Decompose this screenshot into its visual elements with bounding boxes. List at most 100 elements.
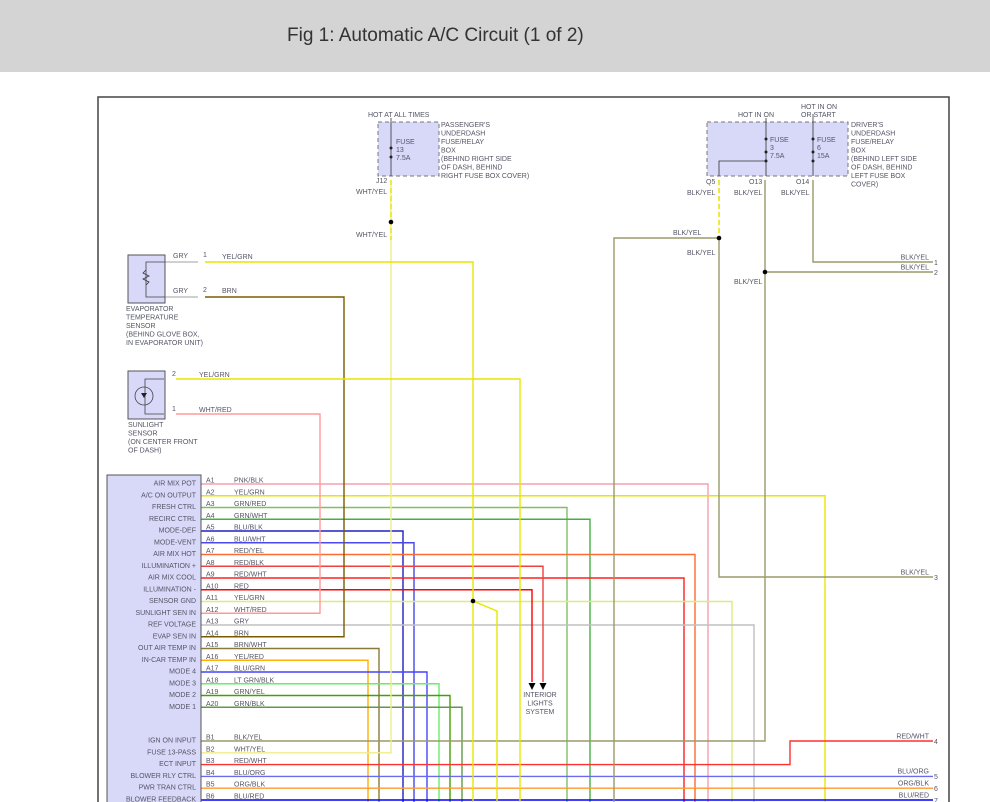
description-line: FUSE/RELAY xyxy=(441,139,484,146)
pin-function-label: AIR MIX COOL xyxy=(148,575,196,582)
wire-label: YEL/GRN xyxy=(199,372,230,379)
terminal-wire-label: BLK/YEL xyxy=(901,570,930,577)
wire-color-label: BLU/BLK xyxy=(234,525,263,532)
description-line: SENSOR xyxy=(128,431,158,438)
pin-function-label: SENSOR GND xyxy=(149,598,196,605)
wire-color-label: RED/BLK xyxy=(234,560,264,567)
wire-a8 xyxy=(201,565,544,682)
description-line: BOX xyxy=(441,148,456,155)
fuse-amperage: 7.5A xyxy=(770,153,785,160)
description-line: COVER) xyxy=(851,182,878,189)
pin-number: B5 xyxy=(206,782,215,789)
pin-number: 1 xyxy=(172,406,176,413)
pin-number: A15 xyxy=(206,642,219,649)
pin-number: A4 xyxy=(206,513,215,520)
fuse-box-outline xyxy=(706,121,849,177)
wire-color-label: YEL/RED xyxy=(234,654,264,661)
splice-dot xyxy=(470,598,476,604)
pin-function-label: MODE 1 xyxy=(169,704,196,711)
connector-label: Q5 xyxy=(706,179,715,186)
pin-number: A16 xyxy=(206,654,219,661)
description-line: OF DASH) xyxy=(128,448,161,455)
pin-function-label: IN-CAR TEMP IN xyxy=(142,657,196,664)
wire-label: WHT/YEL xyxy=(356,189,387,196)
wire-a19 xyxy=(201,694,451,802)
wire-color-label: PNK/BLK xyxy=(234,478,264,485)
fuse-box-outline xyxy=(377,121,440,177)
wire-label: YEL/GRN xyxy=(222,254,253,261)
pin-function-label: ILLUMINATION - xyxy=(143,586,196,593)
terminal-number: 3 xyxy=(934,575,938,582)
description-line: DRIVER'S xyxy=(851,122,884,129)
fuse-label: FUSE xyxy=(817,137,836,144)
wire-color-label: WHT/YEL xyxy=(234,746,265,753)
pin-number: B2 xyxy=(206,746,215,753)
terminal-wire-label: BLK/YEL xyxy=(901,265,930,272)
pin-function-label: RECIRC CTRL xyxy=(149,516,196,523)
fuse-amperage: 7.5A xyxy=(396,155,411,162)
terminal-number: 7 xyxy=(934,798,938,802)
hot-at-all-times-label: HOT AT ALL TIMES xyxy=(368,112,430,119)
driver-fuse-box: HOT IN ON HOT IN ON OR START FUSE 3 7.5A… xyxy=(673,104,917,286)
pin-number: 2 xyxy=(172,371,176,378)
wire-label: BLK/YEL xyxy=(687,190,716,197)
wire-color-label: GRY xyxy=(234,619,249,626)
wire-a14 xyxy=(201,296,345,638)
lead-label: GRY xyxy=(173,253,188,260)
description-line: OF DASH, BEHIND xyxy=(851,165,912,172)
pin-number: A10 xyxy=(206,583,219,590)
description-line: BOX xyxy=(851,148,866,155)
pin-number: B1 xyxy=(206,735,215,742)
fuse-terminal-dot xyxy=(811,150,815,154)
wire-sunlight-yel-grn xyxy=(176,378,521,802)
pin-function-label: EVAP SEN IN xyxy=(153,633,196,640)
wires xyxy=(165,180,933,802)
pin-function-label: MODE-DEF xyxy=(159,528,196,535)
pin-number: A17 xyxy=(206,666,219,673)
fuse-number: 13 xyxy=(396,147,404,154)
wire-label: BLK/YEL xyxy=(673,230,702,237)
wire-color-label: WHT/RED xyxy=(234,607,267,614)
connector-label: J12 xyxy=(376,178,387,185)
arrow-down-icon xyxy=(528,683,536,690)
fuse-amperage: 15A xyxy=(817,153,830,160)
description-line: RIGHT FUSE BOX COVER) xyxy=(441,173,529,180)
pin-number: B4 xyxy=(206,770,215,777)
description-line: FUSE/RELAY xyxy=(851,139,894,146)
splices xyxy=(388,137,815,690)
fuse-terminal-dot xyxy=(764,159,768,163)
description-line: IN EVAPORATOR UNIT) xyxy=(126,340,203,347)
pin-function-label: A/C ON OUTPUT xyxy=(141,492,197,499)
pin-number: B6 xyxy=(206,794,215,801)
description-line: LEFT FUSE BOX xyxy=(851,173,906,180)
wire-color-label: GRN/RED xyxy=(234,501,266,508)
fuse-number: 6 xyxy=(817,145,821,152)
pin-number: A7 xyxy=(206,548,215,555)
pin-function-label: AIR MIX POT xyxy=(154,481,197,488)
terminal-wire-label: RED/WHT xyxy=(896,734,929,741)
connector-label: O14 xyxy=(796,179,809,186)
pin-number: A2 xyxy=(206,489,215,496)
description-line: (BEHIND LEFT SIDE xyxy=(851,156,917,163)
description-line: SUNLIGHT xyxy=(128,422,164,429)
wire-label: BLK/YEL xyxy=(687,250,716,257)
terminal-wire-label: ORG/BLK xyxy=(898,781,929,788)
fuse-terminal-dot xyxy=(764,150,768,154)
description-line: (BEHIND GLOVE BOX, xyxy=(126,332,200,339)
pin-function-label: SUNLIGHT SEN IN xyxy=(135,610,196,617)
wire-a4 xyxy=(201,518,591,802)
wire-color-label: GRN/WHT xyxy=(234,513,268,520)
diagram-frame xyxy=(97,96,950,802)
connector-label: O13 xyxy=(749,179,762,186)
ac-control-module xyxy=(106,474,202,802)
fuse-terminal-dot xyxy=(389,155,393,159)
description-line: UNDERDASH xyxy=(851,131,895,138)
terminal-number: 6 xyxy=(934,786,938,793)
fuse-label: FUSE xyxy=(396,139,415,146)
wire-a3 xyxy=(201,506,568,802)
wire-label: BRN xyxy=(222,288,237,295)
hot-in-on-or-start-label: OR START xyxy=(801,112,836,119)
terminal-wire-label: BLU/RED xyxy=(899,793,929,800)
header-bar: Fig 1: Automatic A/C Circuit (1 of 2) xyxy=(0,0,990,72)
